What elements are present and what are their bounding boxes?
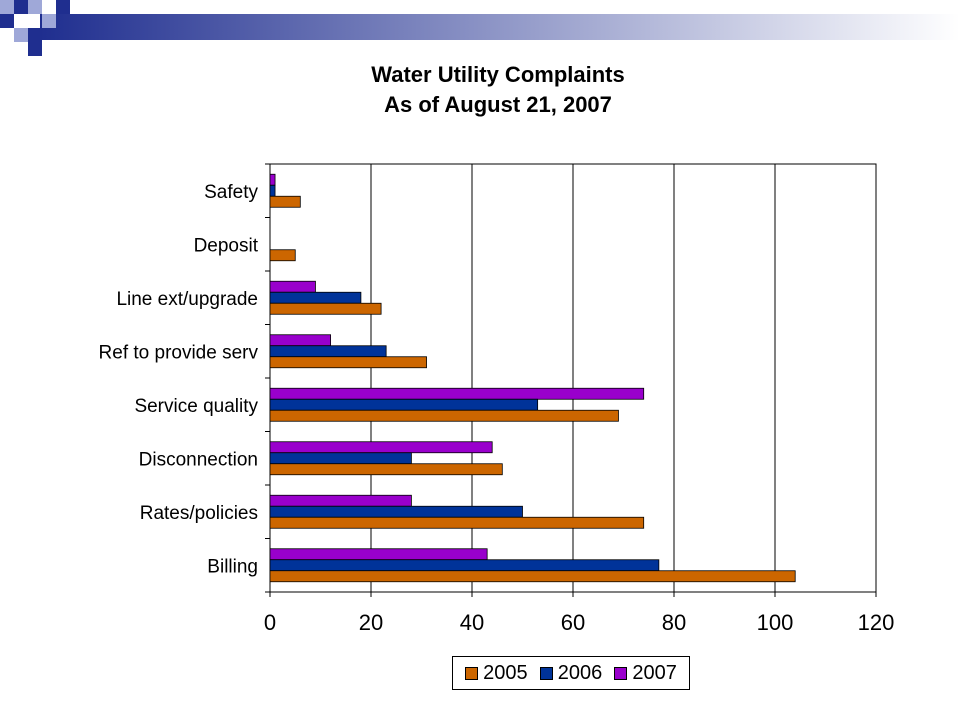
deco-square [28,28,42,42]
bar-2005 [269,302,382,315]
deco-square [42,14,56,28]
deco-square [0,14,14,28]
y-tick-label: Line ext/upgrade [116,289,258,310]
x-tick-label: 100 [757,610,794,635]
legend-label-2005: 2005 [483,661,528,684]
deco-square [14,0,28,14]
legend-item-2007: 2007 [614,662,677,685]
bar-2006 [269,345,387,358]
y-tick-label: Deposit [194,235,259,256]
y-tick-label: Disconnection [139,449,258,470]
bar-2006 [269,184,276,197]
y-tick-label: Billing [207,556,258,577]
x-tick-label: 60 [561,610,585,635]
x-tick-label: 80 [662,610,686,635]
bar-2005 [269,249,296,262]
deco-square [28,0,42,14]
bar-2005 [269,356,427,369]
bar-2007 [269,334,331,347]
bar-2007 [269,280,316,293]
chart-title-line2: As of August 21, 2007 [384,92,612,117]
bar-2007 [269,441,493,454]
legend-label-2007: 2007 [632,661,677,684]
legend: 2005 2006 2007 [452,656,690,690]
y-tick-label: Service quality [134,396,258,417]
bar-2006 [269,505,523,518]
bar-2007 [269,494,412,507]
legend-item-2005: 2005 [465,662,528,685]
bar-chart: 0 20 40 60 80 100 120 Safety Deposit Line ext/upg… [99,163,895,635]
y-tick-label: Ref to provide serv [99,342,259,363]
y-tick-label: Rates/policies [140,503,258,524]
bar-2006 [269,291,362,304]
bar-2007 [269,173,276,186]
header-gradient-bar [40,14,960,40]
y-tick-label: Safety [204,182,258,203]
bar-2007 [269,548,488,561]
bar-2006 [269,398,539,411]
bar-2005 [269,195,301,208]
bar-2005 [269,516,645,529]
deco-square [28,42,42,56]
x-tick-label: 20 [359,610,383,635]
legend-label-2006: 2006 [557,661,603,684]
bar-2005 [269,409,619,422]
chart-title-line1: Water Utility Complaints [371,62,625,87]
bar-2006 [269,452,412,465]
bar-2005 [269,463,503,476]
x-tick-label: 40 [460,610,484,635]
x-tick-label: 120 [858,610,895,635]
bar-2007 [269,387,645,400]
x-tick-label: 0 [264,610,276,635]
legend-swatch-2005 [465,666,479,680]
bar-2006 [269,559,660,572]
header-decoration [0,0,960,56]
legend-swatch-2007 [614,666,628,680]
chart-title: Water Utility Complaints As of August 21… [0,60,960,120]
bar-2005 [269,570,796,583]
legend-swatch-2006 [539,666,553,680]
deco-square [14,28,28,42]
deco-square [0,0,14,14]
deco-square [56,0,70,14]
legend-item-2006: 2006 [539,661,603,685]
